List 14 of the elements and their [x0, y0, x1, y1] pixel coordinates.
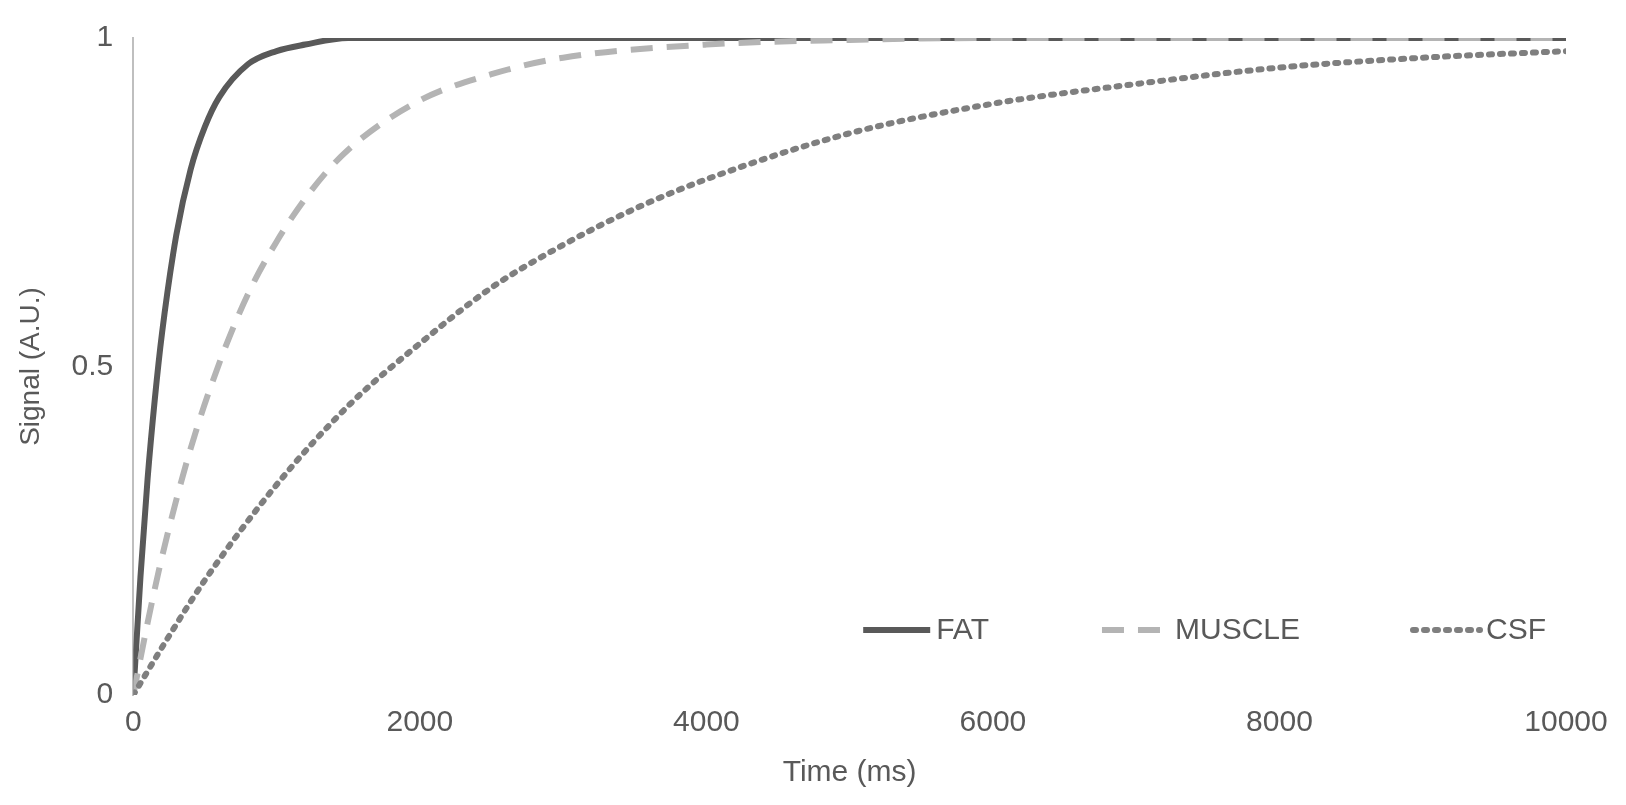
x-tick-label: 2000	[386, 704, 454, 738]
y-tick-label: 0	[96, 676, 114, 710]
legend-label: CSF	[1486, 612, 1546, 646]
x-axis-title: Time (ms)	[782, 754, 917, 788]
y-tick-label: 0.5	[71, 347, 114, 381]
y-axis-title: Signal (A.U.)	[13, 287, 45, 446]
legend-label: MUSCLE	[1174, 612, 1301, 646]
x-tick-label: 10000	[1524, 704, 1608, 738]
x-tick-label: 6000	[959, 704, 1027, 738]
legend-label: FAT	[936, 612, 989, 646]
x-tick-label: 8000	[1246, 704, 1313, 738]
x-tick-label: 4000	[673, 704, 740, 738]
x-tick-label: 0	[124, 704, 142, 738]
y-tick-label: 1	[96, 19, 114, 53]
